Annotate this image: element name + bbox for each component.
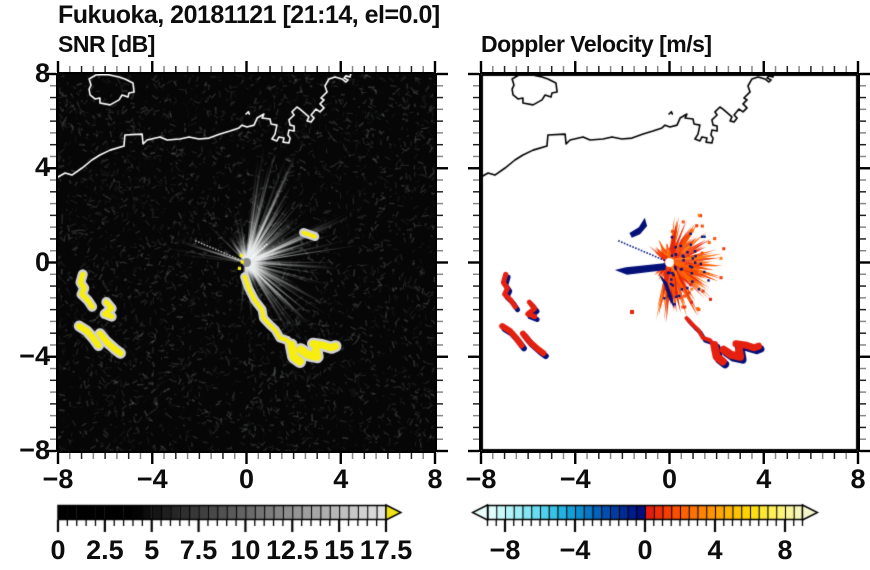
snr-panel-title: SNR [dB] xyxy=(58,31,155,57)
velocity-colorbar-tick-label: 4 xyxy=(707,535,723,565)
x-tick-label: −8 xyxy=(42,464,74,494)
velocity-panel-title: Doppler Velocity [m/s] xyxy=(481,31,712,57)
y-tick-label: −8 xyxy=(19,435,50,465)
snr-colorbar-tick-label: 12.5 xyxy=(266,535,319,565)
y-tick-label: −4 xyxy=(19,340,50,371)
snr-colorbar-tick-label: 10 xyxy=(230,535,261,565)
snr-colorbar-tick-label: 2.5 xyxy=(86,535,124,565)
figure-title: Fukuoka, 20181121 [21:14, el=0.0] xyxy=(58,1,440,29)
velocity-plot-canvas xyxy=(481,74,858,451)
x-tick-label: 8 xyxy=(427,464,443,494)
y-tick-label: 4 xyxy=(34,152,50,183)
x-tick-label: 4 xyxy=(756,464,772,494)
snr-colorbar-tick-label: 15 xyxy=(324,535,355,565)
snr-plot-canvas xyxy=(58,74,435,451)
x-tick-label: 4 xyxy=(333,464,349,494)
snr-colorbar-tick-label: 17.5 xyxy=(359,535,413,565)
y-tick-label: 0 xyxy=(34,246,50,277)
x-tick-label: −8 xyxy=(465,464,497,494)
velocity-colorbar-tick-label: 8 xyxy=(777,535,793,565)
x-tick-label: 0 xyxy=(238,464,255,494)
x-tick-label: 0 xyxy=(661,464,678,494)
y-tick-label: 8 xyxy=(34,58,50,88)
snr-colorbar-tick-label: 5 xyxy=(144,535,160,565)
snr-colorbar-tick-label: 7.5 xyxy=(179,535,218,565)
velocity-colorbar-tick-label: 0 xyxy=(637,535,653,565)
x-tick-label: 8 xyxy=(850,464,866,494)
velocity-colorbar-tick-label: −8 xyxy=(489,535,521,565)
velocity-colorbar xyxy=(455,500,835,538)
x-tick-label: −4 xyxy=(559,464,591,494)
snr-colorbar xyxy=(40,500,420,538)
x-tick-label: −4 xyxy=(136,464,168,494)
snr-colorbar-tick-label: 0 xyxy=(50,535,66,565)
velocity-colorbar-tick-label: −4 xyxy=(559,535,591,565)
